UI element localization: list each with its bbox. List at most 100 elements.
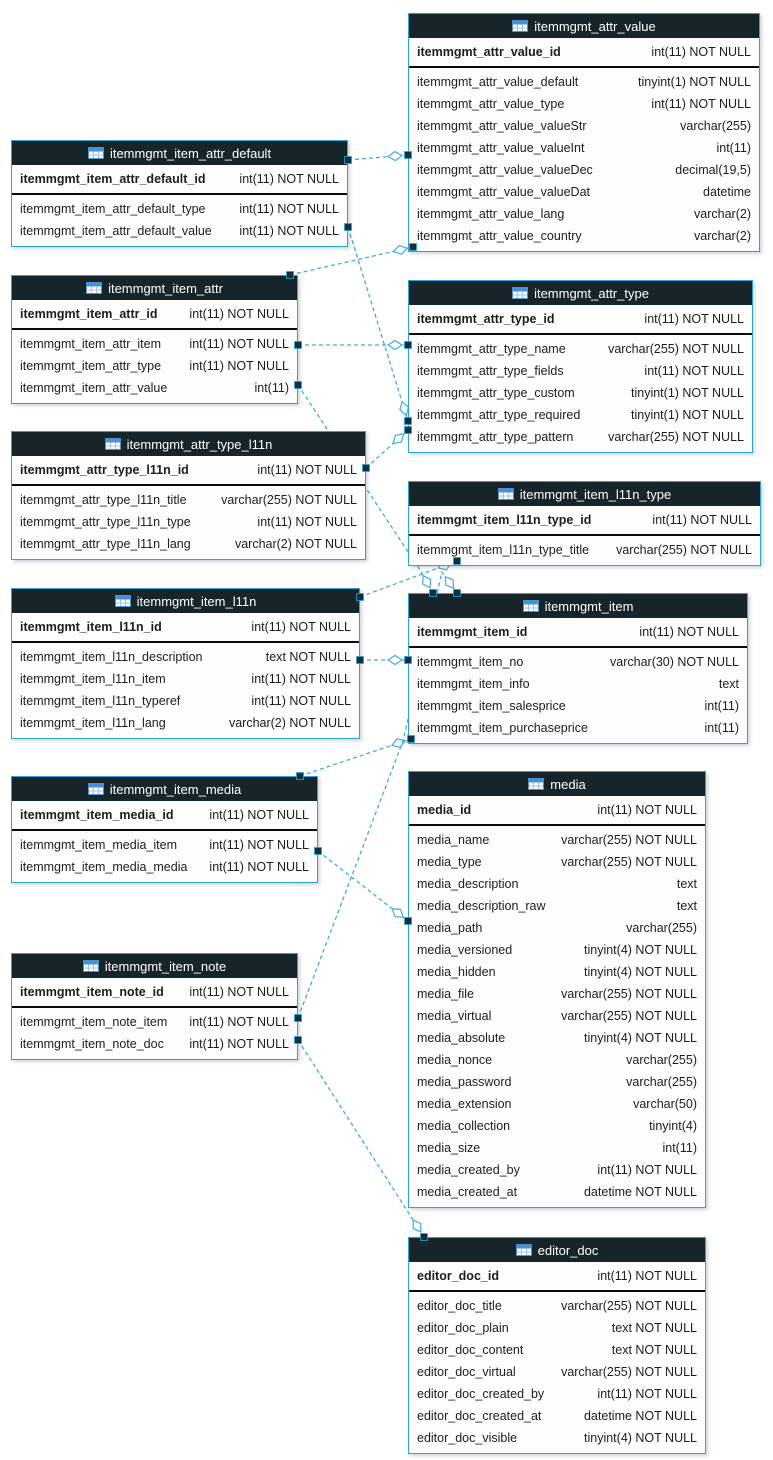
primary-key-section: editor_doc_id int(11) NOT NULL xyxy=(409,1262,705,1292)
column-name: itemmgmt_attr_type_custom xyxy=(417,386,575,400)
column-type: int(11) NOT NULL xyxy=(257,515,357,529)
primary-key-section: itemmgmt_item_l11n_id int(11) NOT NULL xyxy=(12,613,359,643)
table-itemmgmt_attr_type_l11n[interactable]: itemmgmt_attr_type_l11n itemmgmt_attr_ty… xyxy=(11,431,366,560)
table-header[interactable]: itemmgmt_item_attr_default xyxy=(12,141,347,165)
table-header[interactable]: itemmgmt_attr_type xyxy=(409,281,752,305)
column-row: itemmgmt_item_media_item int(11) NOT NULL xyxy=(12,834,317,856)
column-type: int(11) NOT NULL xyxy=(652,513,752,527)
columns-section: itemmgmt_attr_type_l11n_title varchar(255… xyxy=(12,486,365,559)
table-itemmgmt_item_media[interactable]: itemmgmt_item_media itemmgmt_item_media_… xyxy=(11,776,318,883)
table-header[interactable]: itemmgmt_attr_value xyxy=(409,14,759,38)
column-name: itemmgmt_attr_value_valueStr xyxy=(417,119,587,133)
table-header[interactable]: itemmgmt_attr_type_l11n xyxy=(12,432,365,456)
primary-key-section: itemmgmt_item_attr_id int(11) NOT NULL xyxy=(12,300,297,330)
column-row: editor_doc_visible tinyint(4) NOT NULL xyxy=(409,1427,705,1449)
column-type: varchar(255) NOT NULL xyxy=(561,1365,697,1379)
table-media[interactable]: media media_id int(11) NOT NULL media_nam… xyxy=(408,771,706,1208)
column-row: itemmgmt_item_l11n_typeref int(11) NOT NU… xyxy=(12,690,359,712)
table-itemmgmt_item_note[interactable]: itemmgmt_item_note itemmgmt_item_note_id… xyxy=(11,953,298,1060)
column-name: itemmgmt_item_no xyxy=(417,655,524,669)
table-editor_doc[interactable]: editor_doc editor_doc_id int(11) NOT NULL… xyxy=(408,1237,706,1454)
column-name: itemmgmt_attr_type_l11n_type xyxy=(20,515,191,529)
table-header[interactable]: itemmgmt_item_attr xyxy=(12,276,297,300)
table-itemmgmt_item[interactable]: itemmgmt_item itemmgmt_item_id int(11) NO… xyxy=(408,593,748,744)
primary-key-row: itemmgmt_item_note_id int(11) NOT NULL xyxy=(12,980,297,1004)
column-name: media_virtual xyxy=(417,1009,492,1023)
primary-key-section: itemmgmt_attr_value_id int(11) NOT NULL xyxy=(409,38,759,68)
column-row: media_name varchar(255) NOT NULL xyxy=(409,829,705,851)
column-name: itemmgmt_attr_type_id xyxy=(417,312,555,326)
columns-section: itemmgmt_item_l11n_description text NOT N… xyxy=(12,643,359,738)
column-name: itemmgmt_attr_type_l11n_title xyxy=(20,493,187,507)
column-type: int(11) NOT NULL xyxy=(189,307,289,321)
column-row: itemmgmt_attr_type_l11n_title varchar(255… xyxy=(12,489,365,511)
column-name: media_size xyxy=(417,1141,481,1155)
relation-itemmgmt_item_media-to-itemmgmt_item xyxy=(299,738,412,777)
primary-key-row: itemmgmt_attr_type_l11n_id int(11) NOT NU… xyxy=(12,458,365,482)
column-row: media_collection tinyint(4) xyxy=(409,1115,705,1137)
table-header[interactable]: itemmgmt_item_note xyxy=(12,954,297,978)
table-icon xyxy=(497,488,514,500)
column-type: varchar(255) xyxy=(626,921,697,935)
column-type: text NOT NULL xyxy=(611,1321,697,1335)
column-type: int(11) NOT NULL xyxy=(251,620,351,634)
primary-key-section: itemmgmt_attr_type_id int(11) NOT NULL xyxy=(409,305,752,335)
column-row: media_file varchar(255) NOT NULL xyxy=(409,983,705,1005)
table-itemmgmt_item_attr_default[interactable]: itemmgmt_item_attr_default itemmgmt_item… xyxy=(11,140,348,247)
column-name: itemmgmt_attr_value_lang xyxy=(417,207,565,221)
table-itemmgmt_item_l11n_type[interactable]: itemmgmt_item_l11n_type itemmgmt_item_l1… xyxy=(408,481,761,566)
table-header[interactable]: itemmgmt_item_l11n_type xyxy=(409,482,760,506)
column-type: int(11) NOT NULL xyxy=(257,463,357,477)
column-name: editor_doc_content xyxy=(417,1343,524,1357)
table-header[interactable]: itemmgmt_item_l11n xyxy=(12,589,359,613)
column-type: datetime NOT NULL xyxy=(583,1409,697,1423)
table-title: itemmgmt_item_l11n_type xyxy=(519,486,672,502)
column-row: itemmgmt_item_salesprice int(11) xyxy=(409,695,747,717)
table-header[interactable]: editor_doc xyxy=(409,1238,705,1262)
column-name: media_extension xyxy=(417,1097,512,1111)
column-name: media_description xyxy=(417,877,519,891)
relation-itemmgmt_item_attr_default-to-itemmgmt_attr_value xyxy=(347,154,409,161)
columns-section: itemmgmt_item_attr_item int(11) NOT NULL i… xyxy=(12,330,297,403)
table-icon xyxy=(512,20,529,32)
primary-key-row: itemmgmt_attr_value_id int(11) NOT NULL xyxy=(409,40,759,64)
column-row: itemmgmt_item_l11n_description text NOT N… xyxy=(12,646,359,668)
column-name: media_nonce xyxy=(417,1053,493,1067)
column-type: int(11) NOT NULL xyxy=(189,337,289,351)
column-row: media_type varchar(255) NOT NULL xyxy=(409,851,705,873)
column-name: itemmgmt_attr_type_l11n_lang xyxy=(20,537,191,551)
table-header[interactable]: itemmgmt_item_media xyxy=(12,777,317,801)
table-title: itemmgmt_item_media xyxy=(109,781,242,797)
column-name: itemmgmt_item_attr_item xyxy=(20,337,162,351)
column-name: media_created_by xyxy=(417,1163,520,1177)
table-title: media xyxy=(550,776,586,792)
column-row: itemmgmt_item_attr_type int(11) NOT NULL xyxy=(12,355,297,377)
column-row: itemmgmt_attr_value_valueStr varchar(255) xyxy=(409,115,759,137)
column-type: int(11) NOT NULL xyxy=(209,808,309,822)
table-itemmgmt_item_l11n[interactable]: itemmgmt_item_l11n itemmgmt_item_l11n_id… xyxy=(11,588,360,739)
column-type: varchar(2) xyxy=(694,229,751,243)
table-itemmgmt_attr_type[interactable]: itemmgmt_attr_type itemmgmt_attr_type_id… xyxy=(408,280,753,453)
table-itemmgmt_attr_value[interactable]: itemmgmt_attr_value itemmgmt_attr_value_… xyxy=(408,13,760,252)
column-name: itemmgmt_item_media_id xyxy=(20,808,174,822)
table-itemmgmt_item_attr[interactable]: itemmgmt_item_attr itemmgmt_item_attr_id… xyxy=(11,275,298,404)
column-name: itemmgmt_item_attr_default_id xyxy=(20,172,206,186)
relation-diamond xyxy=(412,1219,422,1233)
relation-diamond xyxy=(392,244,409,255)
table-icon xyxy=(528,778,545,790)
column-row: itemmgmt_item_purchaseprice int(11) xyxy=(409,717,747,739)
column-row: itemmgmt_item_info text xyxy=(409,673,747,695)
column-name: editor_doc_id xyxy=(417,1269,499,1283)
table-header[interactable]: media xyxy=(409,772,705,796)
column-name: itemmgmt_attr_type_name xyxy=(417,342,566,356)
column-name: itemmgmt_item_l11n_description xyxy=(20,650,203,664)
column-type: int(11) NOT NULL xyxy=(239,202,339,216)
column-row: itemmgmt_attr_type_l11n_lang varchar(2) N… xyxy=(12,533,365,555)
relation-itemmgmt_item_l11n-to-itemmgmt_item_l11n_type xyxy=(359,560,458,598)
table-header[interactable]: itemmgmt_item xyxy=(409,594,747,618)
column-type: int(11) xyxy=(254,381,289,395)
column-type: int(11) NOT NULL xyxy=(597,1387,697,1401)
column-type: varchar(2) xyxy=(694,207,751,221)
column-row: itemmgmt_item_attr_value int(11) xyxy=(12,377,297,399)
table-icon xyxy=(87,147,104,159)
